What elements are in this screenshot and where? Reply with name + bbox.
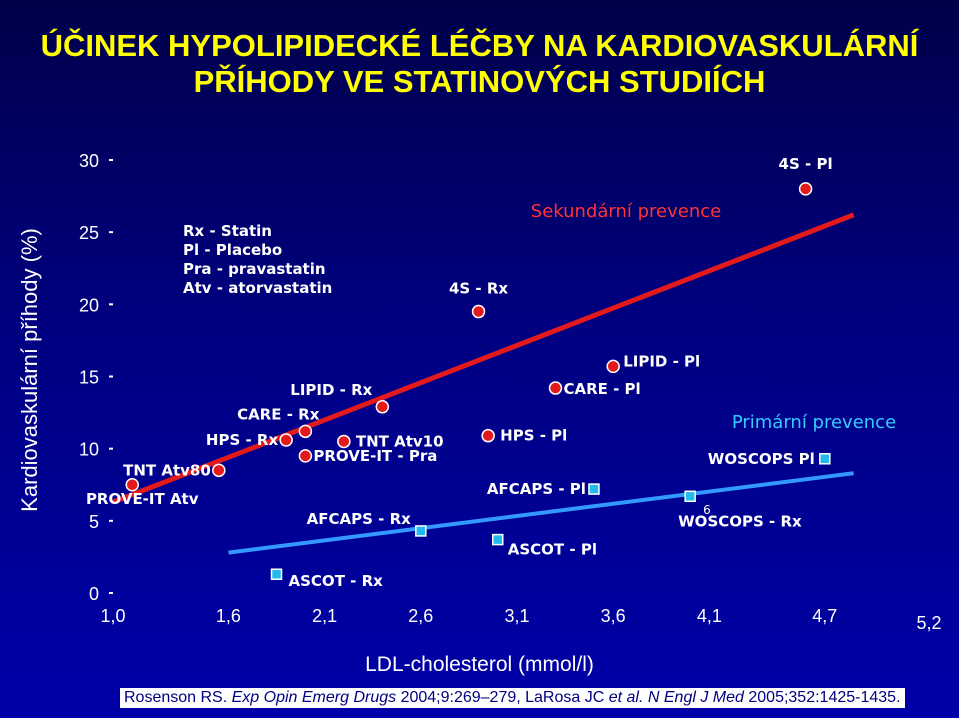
secondary-point xyxy=(606,359,620,374)
secondary-point xyxy=(548,381,563,395)
primary-point xyxy=(415,525,427,537)
secondary-point xyxy=(298,449,313,463)
primary-trend-line xyxy=(228,471,854,555)
primary-point-label: ASCOT - Pl xyxy=(508,541,597,559)
x-tick-label: 3,1 xyxy=(504,606,529,626)
citation: Rosenson RS. Exp Opin Emerg Drugs 2004;9… xyxy=(120,688,905,708)
primary-point xyxy=(492,533,504,546)
primary-point-label: ASCOT - Rx xyxy=(289,572,384,590)
secondary-point-label: 4S - Pl xyxy=(779,155,833,173)
y-tick-label: 5 xyxy=(89,512,99,532)
secondary-point-label: 4S - Rx xyxy=(449,280,508,298)
stray-annotation: 6 xyxy=(703,503,711,517)
chart-title: ÚČINEK HYPOLIPIDECKÉ LÉČBY NA KARDIOVASK… xyxy=(0,28,959,100)
x-axis-label: LDL-cholesterol (mmol/l) xyxy=(365,653,594,676)
secondary-point-label: CARE - Rx xyxy=(237,405,320,423)
citation-end: 2005;352:1425-1435. xyxy=(743,689,901,706)
primary-prevention-label: Primární prevence xyxy=(732,412,896,433)
secondary-point-label: TNT Atv10 xyxy=(356,432,444,450)
x-tick-label: 1,0 xyxy=(100,606,125,626)
secondary-point-label: HPS - Pl xyxy=(500,427,567,445)
primary-point xyxy=(684,490,696,503)
secondary-point xyxy=(279,433,293,447)
x-tick-label: 2,6 xyxy=(408,606,433,626)
primary-point xyxy=(819,453,831,465)
abbreviation-legend-line: Rx - Statin xyxy=(183,222,272,240)
citation-authors: Rosenson RS. xyxy=(124,689,232,706)
y-tick-label: 0 xyxy=(89,584,99,604)
x-tick-label: 5,2 xyxy=(916,613,941,633)
primary-point xyxy=(270,568,283,580)
x-tick-label: 2,1 xyxy=(312,606,337,626)
secondary-point xyxy=(298,424,313,439)
x-tick-label: 3,6 xyxy=(601,606,626,626)
secondary-point-label: HPS - Rx xyxy=(206,431,279,449)
x-tick-label: 1,6 xyxy=(216,606,241,626)
x-tick-label: 4,1 xyxy=(697,606,722,626)
y-tick-label: 15 xyxy=(79,368,99,388)
title-line-1: ÚČINEK HYPOLIPIDECKÉ LÉČBY NA KARDIOVASK… xyxy=(40,28,919,63)
secondary-point xyxy=(212,463,226,478)
y-tick-label: 30 xyxy=(79,151,99,171)
primary-point-label: AFCAPS - Pl xyxy=(487,480,586,498)
secondary-point-label: PROVE-IT Atv xyxy=(86,490,199,508)
y-tick-label: 25 xyxy=(79,223,99,243)
secondary-point-label: TNT Atv80 xyxy=(123,461,211,479)
secondary-point-label: PROVE-IT - Pra xyxy=(313,447,437,465)
y-tick-label: 10 xyxy=(79,440,99,460)
citation-mid: 2004;9:269–279, LaRosa JC xyxy=(396,689,609,706)
primary-point-label: WOSCOPS Pl xyxy=(708,450,815,468)
secondary-point-label: CARE - Pl xyxy=(563,380,640,398)
citation-journal-1: Exp Opin Emerg Drugs xyxy=(231,689,397,706)
secondary-point xyxy=(125,478,139,492)
secondary-trend-line xyxy=(112,212,855,505)
primary-point-label: AFCAPS - Rx xyxy=(307,510,411,528)
primary-point xyxy=(588,483,600,495)
x-tick-label: 4,7 xyxy=(812,606,837,626)
secondary-point xyxy=(471,304,486,319)
abbreviation-legend-line: Pl - Placebo xyxy=(183,241,282,259)
abbreviation-legend-line: Atv - atorvastatin xyxy=(183,279,332,297)
title-line-2: PŘÍHODY VE STATINOVÝCH STUDIÍCH xyxy=(193,64,766,99)
secondary-point xyxy=(375,400,390,414)
secondary-point xyxy=(798,182,813,196)
citation-journal-2: N Engl J Med xyxy=(647,689,744,706)
y-tick-label: 20 xyxy=(79,295,99,315)
primary-point-label: WOSCOPS - Rx xyxy=(678,512,802,530)
secondary-point-label: LIPID - Pl xyxy=(623,352,700,370)
secondary-point xyxy=(481,428,495,443)
citation-etal: et al. xyxy=(608,689,644,706)
secondary-point-label: LIPID - Rx xyxy=(290,381,372,399)
abbreviation-legend-line: Pra - pravastatin xyxy=(183,260,326,278)
secondary-point xyxy=(337,434,351,449)
secondary-prevention-label: Sekundární prevence xyxy=(531,201,721,222)
